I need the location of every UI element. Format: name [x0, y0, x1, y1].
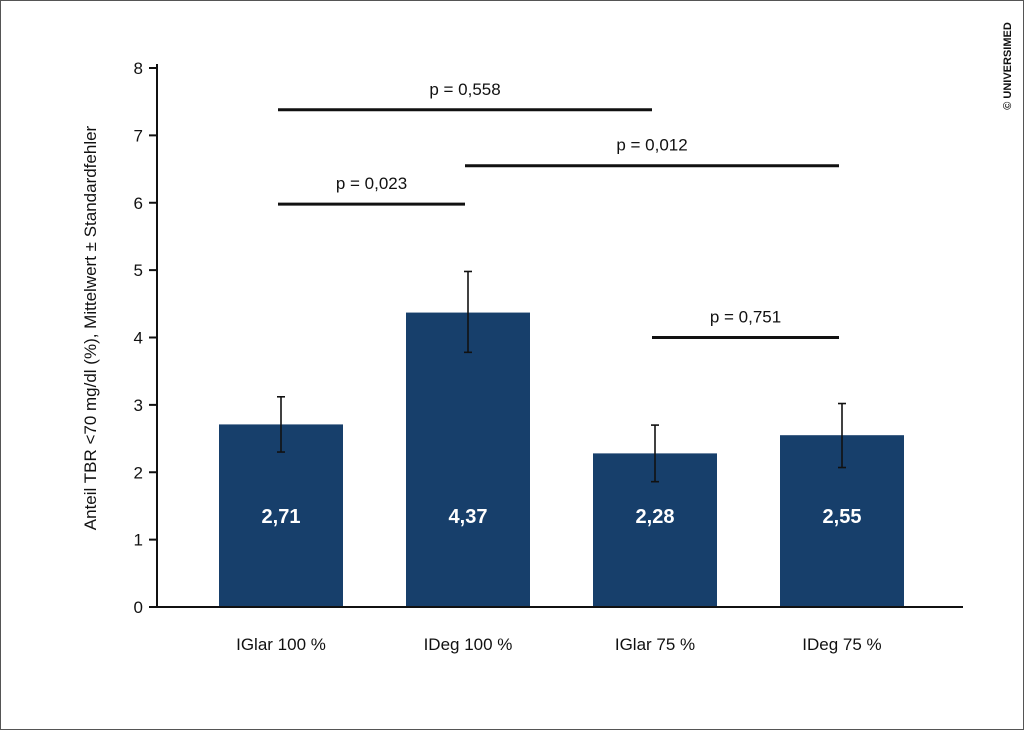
y-axis-title: Anteil TBR <70 mg/dl (%), Mittelwert ± S… — [81, 125, 100, 530]
category-label: IDeg 100 % — [424, 635, 513, 654]
significance-brackets: p = 0,558 p = 0,012 p = 0,023 p = 0,751 — [278, 80, 839, 339]
axes: IGlar 100 % IDeg 100 % IGlar 75 % IDeg 75 %… — [134, 59, 963, 654]
bar-value-label: 4,37 — [449, 506, 488, 528]
bar-value-label: 2,71 — [262, 506, 301, 528]
copyright-notice: © UNIVERSIMED — [1002, 22, 1014, 110]
y-tick-label: 8 — [134, 59, 143, 78]
y-tick-label: 5 — [134, 261, 143, 280]
y-tick-label: 4 — [134, 329, 143, 348]
y-tick-label: 0 — [134, 598, 143, 617]
significance-label: p = 0,023 — [336, 174, 407, 193]
category-label: IGlar 100 % — [236, 635, 326, 654]
bar-value-label: 2,28 — [636, 506, 675, 528]
y-tick-label: 7 — [134, 126, 143, 145]
significance-label: p = 0,012 — [616, 136, 687, 155]
bar — [219, 424, 343, 607]
bars: 2,71 4,37 2,28 2,55 — [219, 312, 904, 607]
error-bars — [277, 270, 846, 483]
category-label: IDeg 75 % — [802, 635, 881, 654]
bar-value-label: 2,55 — [823, 506, 862, 528]
y-tick-label: 1 — [134, 531, 143, 550]
category-label: IGlar 75 % — [615, 635, 695, 654]
significance-label: p = 0,558 — [429, 80, 500, 99]
y-tick-label: 3 — [134, 396, 143, 415]
y-tick-label: 2 — [134, 463, 143, 482]
significance-label: p = 0,751 — [710, 308, 781, 327]
y-tick-label: 6 — [134, 194, 143, 213]
bar — [406, 312, 530, 607]
